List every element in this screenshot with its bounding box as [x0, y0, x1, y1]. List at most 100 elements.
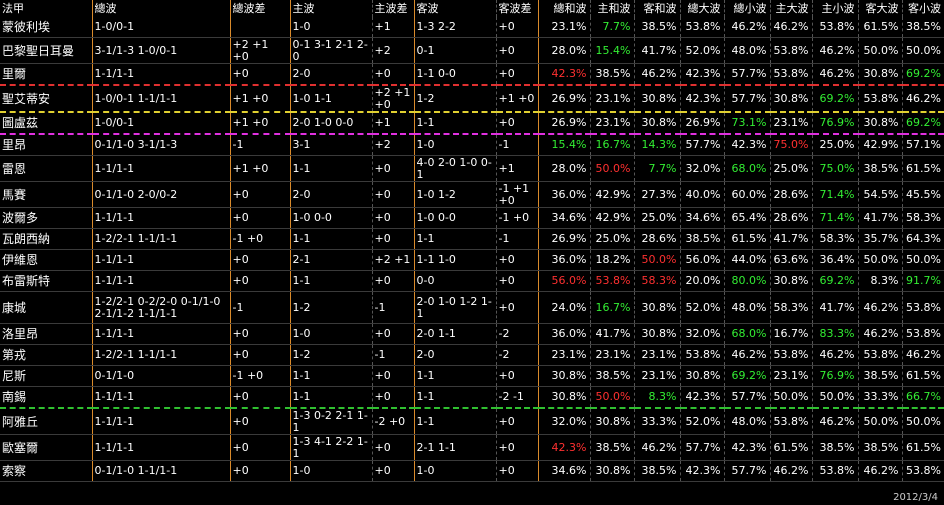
table-cell: 32.0% — [537, 408, 590, 435]
table-cell: 7.7% — [589, 17, 634, 38]
table-cell: 41.7% — [589, 323, 634, 345]
table-cell: -1 — [371, 344, 414, 366]
table-cell: 1-3 4-1 2-2 1-1 — [289, 434, 372, 461]
table-cell: 4-0 2-0 1-0 0-1 — [413, 155, 496, 182]
table-cell: 23.1% — [537, 17, 590, 38]
table-cell: 46.2% — [769, 17, 812, 38]
table-cell: 1-1/1-1 — [91, 207, 230, 229]
table-cell: 1-1 1-0 — [413, 249, 496, 271]
table-cell: +0 — [495, 17, 538, 38]
table-cell: 46.2% — [723, 17, 770, 38]
table-row: 阿雅丘 1-1/1-1 +0 1-3 0-2 2-1 1-1 -2 +0 1-1 +0 32.… — [0, 408, 944, 435]
table-cell: +0 — [229, 344, 290, 366]
team-name-cell: 巴黎聖日耳曼 — [0, 37, 92, 64]
table-cell: 57.7% — [679, 434, 724, 461]
team-name-cell: 南錫 — [0, 386, 92, 409]
table-cell: 2-1 1-1 — [413, 434, 496, 461]
table-cell: 1-1 — [413, 408, 496, 435]
table-cell: 1-1/1-1 — [91, 270, 230, 292]
table-cell: 50.0% — [589, 386, 634, 409]
table-row: 康城 1-2/2-1 0-2/2-0 0-1/1-0 2-1/1-2 1-1/1-… — [0, 291, 944, 324]
table-cell: 50.0% — [857, 408, 902, 435]
table-cell: -1 — [229, 134, 290, 156]
table-row: 伊維恩 1-1/1-1 +0 2-1 +2 +1 1-1 1-0 +0 36.0% 18.2% 5… — [0, 249, 944, 271]
table-cell: 46.2% — [633, 434, 680, 461]
table-cell: 26.9% — [537, 228, 590, 250]
table-cell: -1 — [229, 291, 290, 324]
table-cell: 23.1% — [589, 112, 634, 135]
table-row: 里昂 0-1/1-0 3-1/1-3 -1 3-1 +2 1-0 -1 15.4% 16.7% 1… — [0, 134, 944, 156]
team-name-cell: 馬賽 — [0, 181, 92, 208]
table-cell: 56.0% — [537, 270, 590, 292]
table-cell: 58.3% — [811, 228, 858, 250]
table-cell: +0 — [229, 386, 290, 409]
table-cell: +0 — [495, 270, 538, 292]
table-cell: 0-1/1-0 3-1/1-3 — [91, 134, 230, 156]
table-cell: 2-1 — [289, 249, 372, 271]
table-cell: +0 — [229, 249, 290, 271]
table-cell: 52.0% — [679, 291, 724, 324]
table-cell: -1 — [495, 134, 538, 156]
table-cell: 57.7% — [723, 85, 770, 113]
table-cell: 23.1% — [633, 344, 680, 366]
table-cell: 57.7% — [679, 134, 724, 156]
table-cell: 57.7% — [723, 460, 770, 482]
table-cell: +0 — [229, 323, 290, 345]
table-cell: +0 — [495, 37, 538, 64]
table-cell: 53.8% — [769, 344, 812, 366]
table-cell: -1 +0 — [229, 365, 290, 387]
table-cell: +2 +1 — [371, 249, 414, 271]
table-cell: 53.8% — [769, 408, 812, 435]
header-cell: 客波 — [413, 0, 496, 17]
table-cell: 1-1 — [413, 365, 496, 387]
table-cell: 75.0% — [811, 155, 858, 182]
table-cell: +0 — [371, 323, 414, 345]
table-cell: 63.6% — [769, 249, 812, 271]
table-cell: 36.4% — [811, 249, 858, 271]
table-cell: 38.5% — [857, 434, 902, 461]
table-cell: 2-0 1-1 — [413, 323, 496, 345]
table-cell: 58.3% — [633, 270, 680, 292]
table-cell: 1-3 2-2 — [413, 17, 496, 38]
table-cell: 44.0% — [723, 249, 770, 271]
table-cell: 91.7% — [901, 270, 944, 292]
table-cell: +0 — [495, 460, 538, 482]
table-cell: 30.8% — [589, 460, 634, 482]
table-row: 布雷斯特 1-1/1-1 +0 1-1 +0 0-0 +0 56.0% 53.8% 58.3% 20… — [0, 270, 944, 292]
table-cell: 42.3% — [679, 63, 724, 86]
table-cell: 38.5% — [633, 17, 680, 38]
table-cell: 69.2% — [901, 112, 944, 135]
table-cell: 28.0% — [537, 155, 590, 182]
table-cell: 50.0% — [857, 249, 902, 271]
team-name-cell: 里昂 — [0, 134, 92, 156]
table-cell: 50.0% — [901, 249, 944, 271]
table-cell: 45.5% — [901, 181, 944, 208]
table-cell: +0 — [495, 291, 538, 324]
table-row: 南錫 1-1/1-1 +0 1-1 +0 1-1 -2 -1 30.8% 50.0% 8.3% 42… — [0, 386, 944, 409]
team-name-cell: 阿雅丘 — [0, 408, 92, 435]
table-cell: 54.5% — [857, 181, 902, 208]
table-cell: 1-1 — [289, 270, 372, 292]
table-cell: 26.9% — [537, 85, 590, 113]
table-row: 瓦朗西納 1-2/2-1 1-1/1-1 -1 +0 1-1 +0 1-1 -1 26.9% 2… — [0, 228, 944, 250]
table-cell: -1 +1 +0 — [495, 181, 538, 208]
table-cell: 1-1 0-0 — [413, 63, 496, 86]
table-cell: -2 — [495, 323, 538, 345]
table-cell: 2-0 1-0 1-2 1-1 — [413, 291, 496, 324]
table-cell: 57.7% — [723, 386, 770, 409]
table-cell: +0 — [495, 365, 538, 387]
table-cell: 69.2% — [723, 365, 770, 387]
table-cell: 46.2% — [857, 323, 902, 345]
table-cell: +0 — [371, 270, 414, 292]
table-cell: 1-1 — [413, 386, 496, 409]
table-cell: 48.0% — [723, 37, 770, 64]
table-cell: 41.7% — [811, 291, 858, 324]
table-cell: 53.8% — [857, 344, 902, 366]
table-cell: 58.3% — [769, 291, 812, 324]
table-cell: 8.3% — [633, 386, 680, 409]
team-name-cell: 里爾 — [0, 63, 92, 86]
table-cell: +1 — [371, 112, 414, 135]
table-cell: 30.8% — [537, 386, 590, 409]
table-cell: 46.2% — [901, 85, 944, 113]
table-cell: 61.5% — [769, 434, 812, 461]
